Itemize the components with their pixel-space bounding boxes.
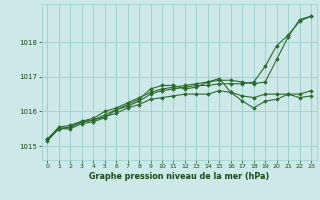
X-axis label: Graphe pression niveau de la mer (hPa): Graphe pression niveau de la mer (hPa) xyxy=(89,172,269,181)
